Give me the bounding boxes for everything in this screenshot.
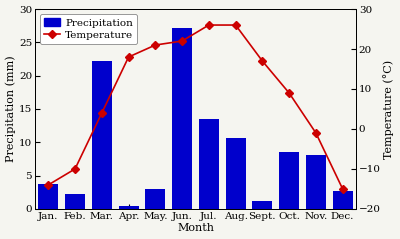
Legend: Precipitation, Temperature: Precipitation, Temperature bbox=[40, 14, 138, 44]
Bar bbox=[172, 28, 192, 209]
Y-axis label: Temperature (°C): Temperature (°C) bbox=[384, 60, 394, 158]
Bar bbox=[65, 194, 85, 209]
Bar bbox=[118, 206, 139, 209]
Bar bbox=[252, 201, 272, 209]
Bar bbox=[279, 152, 299, 209]
Bar bbox=[199, 119, 219, 209]
Bar bbox=[306, 155, 326, 209]
Bar bbox=[38, 184, 58, 209]
Bar bbox=[226, 138, 246, 209]
Y-axis label: Precipitation (mm): Precipitation (mm) bbox=[6, 56, 16, 162]
Bar bbox=[145, 189, 165, 209]
X-axis label: Month: Month bbox=[177, 223, 214, 234]
Bar bbox=[333, 191, 353, 209]
Bar bbox=[92, 61, 112, 209]
